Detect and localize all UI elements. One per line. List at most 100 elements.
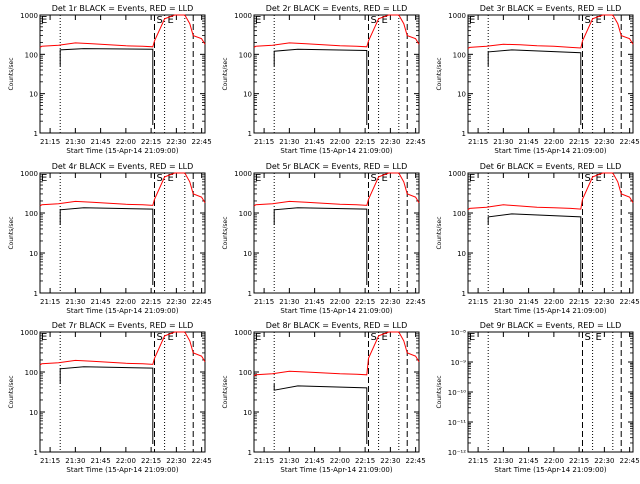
end-marker-label: E [167, 15, 173, 26]
end-marker-label: E [381, 173, 387, 184]
left-e-marker: E [41, 173, 47, 184]
y-tick-label: 10⁻¹⁰ [448, 389, 466, 397]
x-tick-label: 21:30 [65, 457, 85, 465]
plot-frame [39, 14, 206, 134]
panel-title: Det 7r BLACK = Events, RED = LLD [52, 321, 194, 330]
start-marker-label: S [156, 15, 162, 26]
detector-panel: Det 7r BLACK = Events, RED = LLD 1 10 100 10… [8, 321, 212, 474]
y-tick-label: 10 [29, 250, 38, 258]
x-tick-label: 22:45 [620, 457, 640, 465]
y-tick-label: 100 [453, 51, 466, 59]
x-tick-label: 22:15 [355, 298, 375, 306]
panel-title: Det 5r BLACK = Events, RED = LLD [266, 162, 408, 171]
lld-series-line [467, 14, 634, 50]
y-axis-label: Counts/sec [8, 216, 15, 249]
x-tick-label: 21:30 [493, 138, 513, 146]
x-tick-label: 22:30 [380, 138, 400, 146]
lld-series-line [253, 172, 420, 207]
end-marker-label: E [595, 15, 601, 26]
lld-series-line [39, 331, 206, 366]
y-tick-label: 1000 [20, 170, 38, 178]
y-tick-label: 1 [248, 449, 252, 457]
plot-frame [39, 172, 206, 294]
events-series-line [487, 49, 582, 125]
x-tick-label: 21:30 [65, 138, 85, 146]
x-tick-label: 21:45 [305, 298, 325, 306]
y-tick-label: 1 [34, 130, 38, 138]
panel-title: Det 2r BLACK = Events, RED = LLD [266, 4, 408, 13]
x-tick-label: 21:45 [91, 457, 111, 465]
x-axis-label: Start Time (15-Apr-14 21:09:00) [494, 466, 606, 474]
events-series-line [59, 366, 154, 444]
x-tick-label: 21:45 [91, 138, 111, 146]
y-tick-label: 10 [243, 91, 252, 99]
y-tick-label: 10⁻¹¹ [448, 419, 466, 427]
y-tick-label: 1 [34, 290, 38, 298]
x-tick-label: 22:15 [355, 457, 375, 465]
y-tick-label: 1000 [234, 329, 252, 337]
panel-title: Det 8r BLACK = Events, RED = LLD [266, 321, 408, 330]
y-tick-label: 10 [243, 250, 252, 258]
y-tick-label: 100 [25, 210, 38, 218]
x-tick-label: 21:30 [279, 457, 299, 465]
x-tick-label: 22:00 [116, 457, 136, 465]
y-tick-label: 10 [29, 409, 38, 417]
start-marker-label: S [370, 15, 376, 26]
x-tick-label: 22:00 [116, 138, 136, 146]
x-tick-label: 22:15 [569, 457, 589, 465]
y-tick-label: 100 [25, 51, 38, 59]
y-axis-label: Counts/sec [436, 216, 443, 249]
x-axis-label: Start Time (15-Apr-14 21:09:00) [280, 147, 392, 155]
x-axis-label: Start Time (15-Apr-14 21:09:00) [494, 147, 606, 155]
x-tick-label: 22:45 [620, 298, 640, 306]
x-tick-label: 22:00 [544, 298, 564, 306]
x-tick-label: 22:15 [355, 138, 375, 146]
y-tick-label: 1 [462, 290, 466, 298]
events-series-line [273, 207, 368, 285]
plot-frame [39, 331, 206, 453]
x-tick-label: 21:30 [279, 138, 299, 146]
end-marker-label: E [381, 15, 387, 26]
x-tick-label: 22:15 [141, 298, 161, 306]
y-tick-label: 1000 [20, 12, 38, 20]
y-tick-label: 100 [25, 369, 38, 377]
y-tick-label: 100 [453, 210, 466, 218]
x-tick-label: 21:15 [468, 457, 488, 465]
end-marker-label: E [595, 332, 601, 343]
y-axis-label: Counts/sec [8, 375, 15, 408]
x-axis-label: Start Time (15-Apr-14 21:09:00) [280, 466, 392, 474]
y-axis-label: Counts/sec [8, 57, 15, 90]
y-tick-label: 1000 [20, 329, 38, 337]
y-tick-label: 100 [239, 51, 252, 59]
start-marker-label: S [370, 332, 376, 343]
y-tick-label: 1 [34, 449, 38, 457]
y-tick-label: 10 [243, 409, 252, 417]
detector-panel: Det 3r BLACK = Events, RED = LLD 1 10 100 10… [436, 4, 640, 155]
x-tick-label: 22:45 [192, 457, 212, 465]
detector-panel: Det 1r BLACK = Events, RED = LLD 1 10 100 10… [8, 4, 212, 155]
plot-frame [467, 331, 634, 453]
x-tick-label: 21:15 [468, 298, 488, 306]
x-tick-label: 22:30 [166, 138, 186, 146]
left-e-marker: E [469, 15, 475, 26]
events-series-line [273, 384, 368, 444]
y-axis-label: Counts/sec [222, 216, 229, 249]
start-marker-label: S [156, 332, 162, 343]
y-tick-label: 10⁻⁸ [451, 329, 467, 337]
left-e-marker: E [255, 173, 261, 184]
start-marker-label: S [584, 15, 590, 26]
x-tick-label: 22:00 [330, 457, 350, 465]
detector-panel: Det 4r BLACK = Events, RED = LLD 1 10 100 10… [8, 162, 212, 315]
x-tick-label: 22:00 [330, 138, 350, 146]
lld-series-line [39, 172, 206, 207]
x-tick-label: 22:45 [406, 457, 426, 465]
left-e-marker: E [41, 332, 47, 343]
x-tick-label: 22:15 [141, 457, 161, 465]
plot-frame [467, 14, 634, 134]
y-tick-label: 100 [239, 369, 252, 377]
detector-panel: Det 8r BLACK = Events, RED = LLD 1 10 100 10… [222, 321, 426, 474]
events-series-line [273, 48, 368, 125]
y-tick-label: 100 [239, 210, 252, 218]
x-tick-label: 21:45 [91, 298, 111, 306]
